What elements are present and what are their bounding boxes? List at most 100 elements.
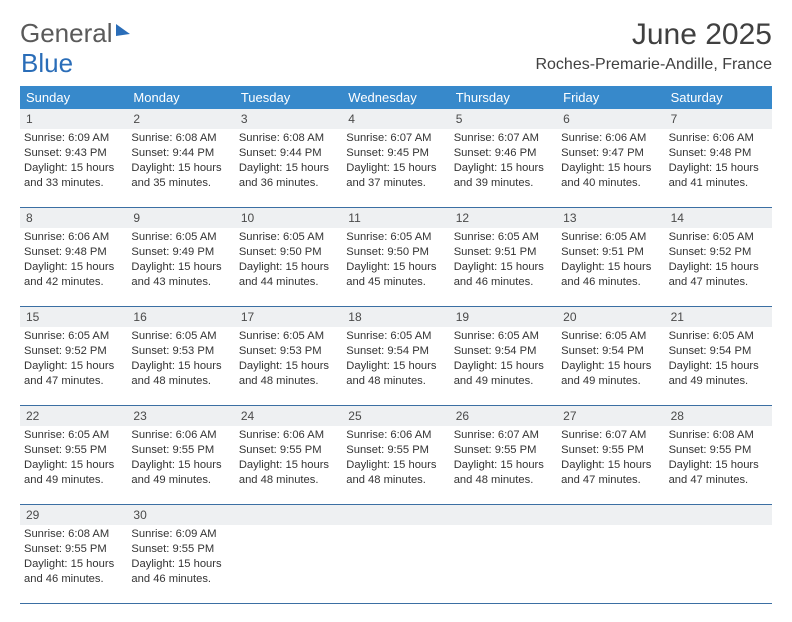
day-d1: Daylight: 15 hours [239,359,338,373]
day-d2: and 49 minutes. [561,374,660,388]
day-d1: Daylight: 15 hours [561,260,660,274]
day-ss: Sunset: 9:55 PM [131,443,230,457]
day-number: 10 [235,208,342,228]
day-d2: and 48 minutes. [346,374,445,388]
day-d1: Daylight: 15 hours [561,359,660,373]
daynum-row: 2930 [20,505,772,525]
day-number: 6 [557,109,664,129]
day-number: 26 [450,406,557,426]
day-d1: Daylight: 15 hours [454,260,553,274]
day-d2: and 46 minutes. [24,572,123,586]
day-ss: Sunset: 9:54 PM [669,344,768,358]
day-cell: Sunrise: 6:07 AMSunset: 9:55 PMDaylight:… [557,426,664,504]
day-cell: Sunrise: 6:05 AMSunset: 9:55 PMDaylight:… [20,426,127,504]
day-ss: Sunset: 9:52 PM [24,344,123,358]
day-d1: Daylight: 15 hours [131,557,230,571]
weekday-header: Saturday [665,86,772,109]
day-d2: and 48 minutes. [239,374,338,388]
daynum-row: 891011121314 [20,208,772,228]
day-d1: Daylight: 15 hours [346,260,445,274]
day-ss: Sunset: 9:55 PM [561,443,660,457]
day-cell: Sunrise: 6:07 AMSunset: 9:46 PMDaylight:… [450,129,557,207]
brand-sail-icon [116,24,130,36]
page-title: June 2025 [535,18,772,52]
weekday-header-row: Sunday Monday Tuesday Wednesday Thursday… [20,86,772,109]
week-row: Sunrise: 6:06 AMSunset: 9:48 PMDaylight:… [20,228,772,307]
day-d2: and 43 minutes. [131,275,230,289]
weekday-header: Monday [127,86,234,109]
day-number: 11 [342,208,449,228]
day-cell: Sunrise: 6:05 AMSunset: 9:50 PMDaylight:… [235,228,342,306]
day-sr: Sunrise: 6:06 AM [239,428,338,442]
day-d2: and 49 minutes. [131,473,230,487]
day-number: 3 [235,109,342,129]
day-sr: Sunrise: 6:09 AM [131,527,230,541]
day-cell [235,525,342,603]
day-d1: Daylight: 15 hours [24,161,123,175]
day-ss: Sunset: 9:54 PM [346,344,445,358]
day-sr: Sunrise: 6:05 AM [561,329,660,343]
day-sr: Sunrise: 6:07 AM [561,428,660,442]
day-d2: and 35 minutes. [131,176,230,190]
day-number: 19 [450,307,557,327]
day-number: 25 [342,406,449,426]
day-ss: Sunset: 9:55 PM [131,542,230,556]
day-cell: Sunrise: 6:06 AMSunset: 9:48 PMDaylight:… [665,129,772,207]
day-sr: Sunrise: 6:05 AM [239,329,338,343]
day-number: 7 [665,109,772,129]
day-sr: Sunrise: 6:05 AM [346,329,445,343]
day-d2: and 41 minutes. [669,176,768,190]
day-ss: Sunset: 9:50 PM [346,245,445,259]
weekday-header: Wednesday [342,86,449,109]
day-d2: and 45 minutes. [346,275,445,289]
day-cell: Sunrise: 6:08 AMSunset: 9:44 PMDaylight:… [127,129,234,207]
day-number: 20 [557,307,664,327]
day-number: 24 [235,406,342,426]
day-cell: Sunrise: 6:07 AMSunset: 9:55 PMDaylight:… [450,426,557,504]
day-d1: Daylight: 15 hours [24,458,123,472]
day-ss: Sunset: 9:49 PM [131,245,230,259]
day-ss: Sunset: 9:48 PM [24,245,123,259]
day-d1: Daylight: 15 hours [561,458,660,472]
day-d2: and 49 minutes. [669,374,768,388]
day-ss: Sunset: 9:51 PM [561,245,660,259]
day-number: 8 [20,208,127,228]
day-ss: Sunset: 9:45 PM [346,146,445,160]
day-d2: and 42 minutes. [24,275,123,289]
day-d1: Daylight: 15 hours [454,161,553,175]
day-cell: Sunrise: 6:08 AMSunset: 9:55 PMDaylight:… [665,426,772,504]
daynum-row: 1234567 [20,109,772,129]
day-d1: Daylight: 15 hours [239,161,338,175]
day-sr: Sunrise: 6:06 AM [131,428,230,442]
day-sr: Sunrise: 6:07 AM [346,131,445,145]
day-number: 12 [450,208,557,228]
day-number: 5 [450,109,557,129]
day-sr: Sunrise: 6:06 AM [669,131,768,145]
day-d1: Daylight: 15 hours [561,161,660,175]
day-ss: Sunset: 9:43 PM [24,146,123,160]
day-cell: Sunrise: 6:05 AMSunset: 9:54 PMDaylight:… [665,327,772,405]
day-ss: Sunset: 9:55 PM [669,443,768,457]
day-sr: Sunrise: 6:05 AM [454,329,553,343]
day-d1: Daylight: 15 hours [24,260,123,274]
day-sr: Sunrise: 6:07 AM [454,428,553,442]
page-subtitle: Roches-Premarie-Andille, France [535,56,772,74]
day-sr: Sunrise: 6:06 AM [24,230,123,244]
day-cell: Sunrise: 6:06 AMSunset: 9:55 PMDaylight:… [342,426,449,504]
day-number: 15 [20,307,127,327]
day-sr: Sunrise: 6:06 AM [561,131,660,145]
day-cell: Sunrise: 6:05 AMSunset: 9:49 PMDaylight:… [127,228,234,306]
calendar-page: General June 2025 Roches-Premarie-Andill… [0,0,792,622]
day-sr: Sunrise: 6:07 AM [454,131,553,145]
day-cell: Sunrise: 6:05 AMSunset: 9:50 PMDaylight:… [342,228,449,306]
day-sr: Sunrise: 6:05 AM [131,230,230,244]
day-cell: Sunrise: 6:05 AMSunset: 9:54 PMDaylight:… [450,327,557,405]
day-d1: Daylight: 15 hours [24,359,123,373]
day-number: 29 [20,505,127,525]
day-cell: Sunrise: 6:05 AMSunset: 9:53 PMDaylight:… [235,327,342,405]
day-d1: Daylight: 15 hours [669,359,768,373]
day-sr: Sunrise: 6:05 AM [669,230,768,244]
day-d2: and 33 minutes. [24,176,123,190]
day-d1: Daylight: 15 hours [346,161,445,175]
day-ss: Sunset: 9:55 PM [239,443,338,457]
